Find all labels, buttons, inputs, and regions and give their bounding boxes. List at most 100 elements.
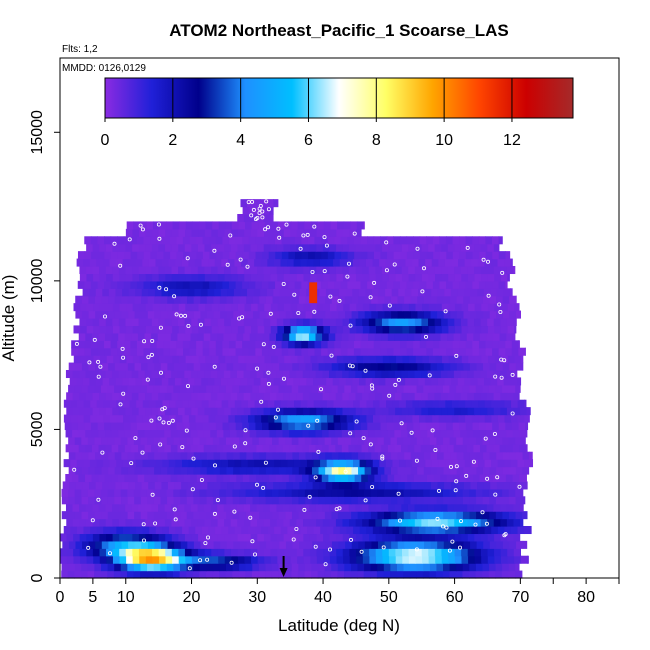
heatmap-cell bbox=[342, 266, 350, 275]
heatmap-cell bbox=[230, 392, 238, 401]
sample-point bbox=[138, 223, 143, 228]
heatmap-cell bbox=[347, 236, 355, 245]
heatmap-cell bbox=[415, 548, 423, 557]
heatmap-cell bbox=[181, 377, 189, 386]
heatmap-cell bbox=[130, 347, 138, 356]
sample-point bbox=[380, 456, 385, 461]
heatmap-cell bbox=[94, 496, 102, 505]
heatmap-cell bbox=[389, 355, 397, 364]
heatmap-cell bbox=[325, 540, 333, 549]
heatmap-cell bbox=[285, 362, 293, 371]
heatmap-cell bbox=[483, 362, 491, 371]
heatmap-cell bbox=[342, 503, 350, 512]
heatmap-cell bbox=[123, 347, 131, 356]
heatmap-cell bbox=[483, 540, 491, 549]
heatmap-cell bbox=[408, 518, 416, 527]
sample-point bbox=[397, 518, 402, 523]
heatmap-cell bbox=[139, 221, 148, 230]
heatmap-cell bbox=[351, 451, 359, 460]
heatmap-cell bbox=[451, 377, 459, 386]
heatmap-cell bbox=[288, 280, 296, 289]
heatmap-cell bbox=[493, 318, 501, 327]
heatmap-cell bbox=[263, 266, 271, 275]
heatmap-cell bbox=[149, 399, 157, 408]
heatmap-cell bbox=[298, 511, 306, 520]
heatmap-cell bbox=[377, 362, 385, 371]
heatmap-cell bbox=[460, 370, 468, 379]
heatmap-cell bbox=[336, 243, 344, 252]
heatmap-cell bbox=[204, 318, 212, 327]
heatmap-cell bbox=[68, 451, 76, 460]
heatmap-cell bbox=[433, 422, 441, 431]
heatmap-cell bbox=[469, 362, 478, 371]
heatmap-cell bbox=[109, 399, 118, 408]
heatmap-cell bbox=[131, 429, 139, 438]
sample-point bbox=[268, 311, 273, 316]
heatmap-cell bbox=[109, 459, 117, 468]
heatmap-cell bbox=[177, 332, 185, 341]
heatmap-cell bbox=[478, 399, 486, 408]
sample-point bbox=[153, 521, 158, 526]
heatmap-cell bbox=[372, 258, 380, 267]
heatmap-cell bbox=[489, 540, 497, 549]
heatmap-cell bbox=[413, 236, 421, 245]
heatmap-cell bbox=[160, 451, 169, 460]
heatmap-cell bbox=[168, 526, 177, 535]
heatmap-cell bbox=[134, 540, 142, 549]
heatmap-cell bbox=[147, 451, 155, 460]
heatmap-cell bbox=[252, 310, 261, 319]
sample-point bbox=[363, 368, 368, 373]
heatmap-cell bbox=[136, 280, 145, 289]
sample-point bbox=[396, 377, 401, 382]
heatmap-cell bbox=[220, 481, 228, 490]
heatmap-cell bbox=[100, 488, 109, 497]
heatmap-cell bbox=[205, 355, 213, 364]
heatmap-cell bbox=[361, 503, 370, 512]
marker-layer bbox=[279, 556, 288, 577]
heatmap-cell bbox=[400, 429, 409, 438]
y-tick-label: 5000 bbox=[29, 412, 46, 448]
heatmap-cell bbox=[97, 280, 105, 289]
heatmap-cell bbox=[136, 526, 144, 535]
sample-point bbox=[90, 518, 95, 523]
heatmap-cell bbox=[243, 503, 251, 512]
heatmap-cell bbox=[202, 340, 210, 349]
heatmap-cell bbox=[460, 429, 468, 438]
heatmap-cell bbox=[168, 377, 176, 386]
heatmap-cell bbox=[216, 332, 225, 341]
heatmap-cell bbox=[436, 466, 445, 475]
heatmap-cell bbox=[335, 444, 343, 453]
heatmap-cell bbox=[487, 555, 495, 564]
sample-point bbox=[372, 280, 377, 285]
heatmap-cell bbox=[371, 362, 379, 371]
heatmap-cell bbox=[222, 422, 230, 431]
heatmap-cell bbox=[239, 466, 247, 475]
heatmap-cell bbox=[322, 318, 330, 327]
heatmap-cell bbox=[281, 347, 289, 356]
heatmap-cell bbox=[253, 377, 262, 386]
heatmap-cell bbox=[147, 511, 155, 520]
heatmap-cell bbox=[132, 318, 140, 327]
heatmap-cell bbox=[303, 325, 311, 334]
heatmap-cell bbox=[425, 258, 433, 267]
heatmap-cell bbox=[386, 414, 394, 423]
heatmap-cell bbox=[440, 429, 448, 438]
heatmap-cell bbox=[310, 355, 318, 364]
heatmap-cell bbox=[236, 332, 244, 341]
heatmap-cell bbox=[282, 332, 290, 341]
heatmap-cell bbox=[217, 266, 225, 275]
sample-point bbox=[157, 416, 162, 421]
heatmap-cell bbox=[366, 526, 374, 535]
heatmap-cell bbox=[350, 563, 359, 572]
heatmap-cell bbox=[188, 399, 196, 408]
heatmap-cell bbox=[377, 563, 385, 572]
heatmap-cell bbox=[316, 228, 324, 237]
heatmap-cell bbox=[475, 436, 484, 445]
heatmap-cell bbox=[205, 570, 214, 579]
sample-point bbox=[120, 346, 125, 351]
sample-point bbox=[140, 450, 145, 455]
heatmap-cell bbox=[151, 370, 159, 379]
heatmap-cell bbox=[120, 570, 128, 579]
heatmap-cell bbox=[197, 444, 205, 453]
heatmap-cell bbox=[515, 466, 524, 475]
